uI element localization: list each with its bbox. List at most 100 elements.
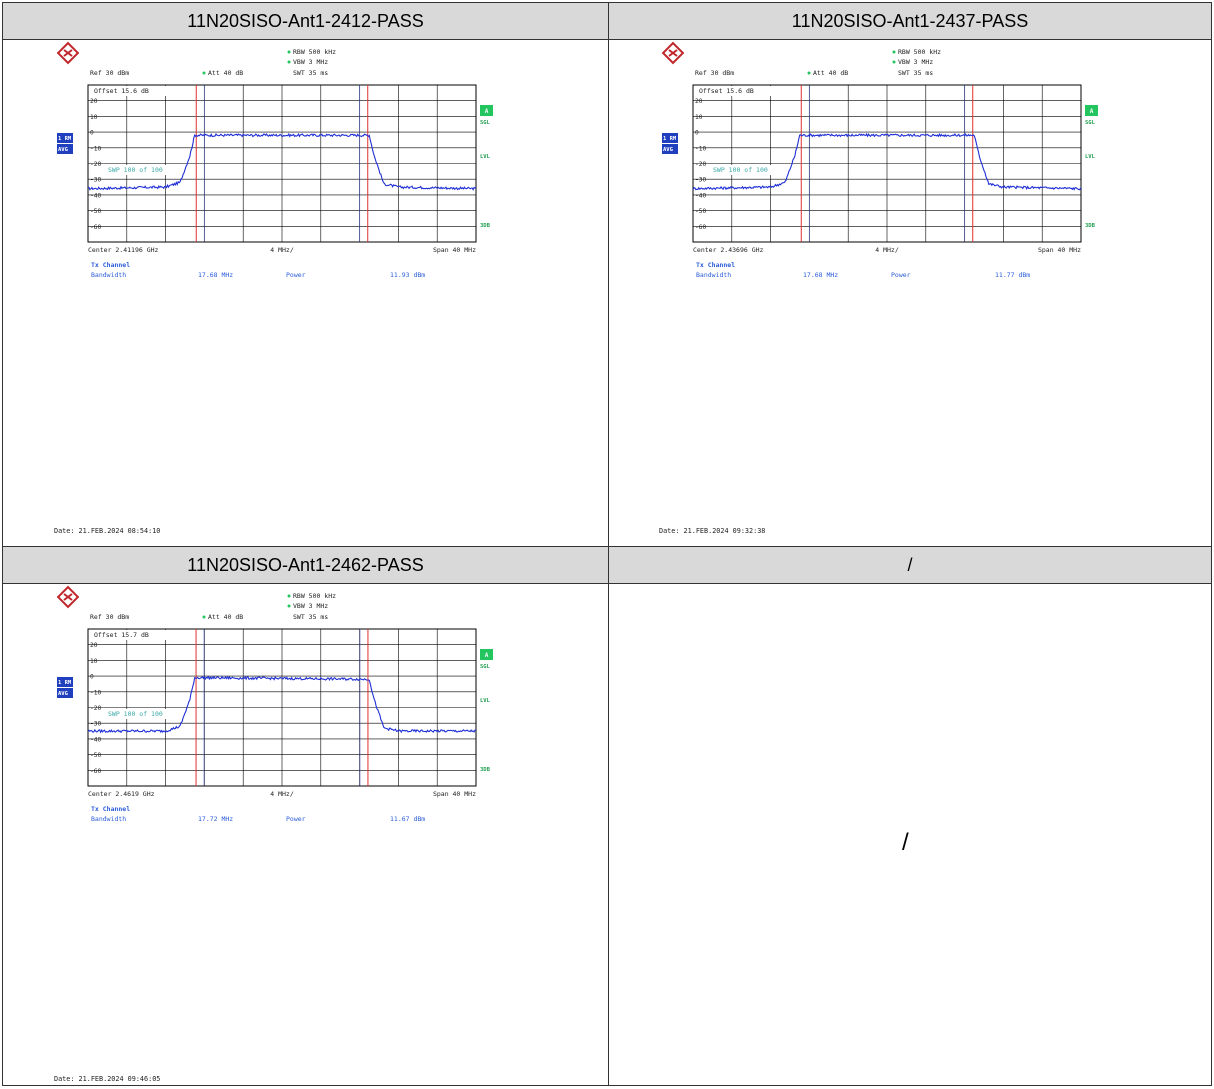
cell-title-2: 11N20SISO-Ant1-2437-PASS: [609, 3, 1211, 40]
y-tick-label: -40: [695, 192, 706, 199]
y-tick-label: 0: [90, 674, 94, 681]
att-dot: [202, 71, 206, 75]
swp-bg: [711, 165, 799, 175]
rbw-dot: [892, 50, 896, 54]
attenuation-label: Att 40 dB: [813, 69, 848, 77]
sgl-label: SGL: [480, 664, 491, 670]
y-tick-label: -10: [90, 689, 101, 696]
power-value: 11.67 dBm: [390, 815, 425, 823]
sweep-count-label: SWP 100 of 100: [108, 166, 163, 174]
bandwidth-label: Bandwidth: [696, 271, 731, 279]
sgl-label: SGL: [480, 120, 491, 126]
column-divider: [608, 3, 609, 1085]
trace-a-label: A: [485, 652, 489, 659]
y-tick-label: -40: [90, 736, 101, 743]
sweep-time-label: SWT 35 ms: [293, 613, 328, 621]
y-tick-label: -10: [695, 145, 706, 152]
offset-bg: [92, 86, 174, 96]
sweep-time-label: SWT 35 ms: [293, 69, 328, 77]
span-label: Span 40 MHz: [433, 790, 476, 798]
y-tick-label: 20: [90, 642, 98, 649]
y-tick-label: -60: [695, 224, 706, 231]
sgl-label: SGL: [1085, 120, 1096, 126]
ref-level-label: Ref 30 dBm: [695, 69, 734, 77]
division-label: 4 MHz/: [875, 246, 899, 254]
rbw-label: RBW 500 kHz: [293, 48, 336, 56]
division-label: 4 MHz/: [270, 790, 294, 798]
detector-avg-label: AVG: [58, 147, 69, 153]
rbw-label: RBW 500 kHz: [898, 48, 941, 56]
spectrum-chart: RBW 500 kHz VBW 3 MHz Ref 30 dBm Att 40 dB S…: [54, 585, 493, 1083]
spectrum-panel-2412: RBW 500 kHz VBW 3 MHz Ref 30 dBm Att 40 dB S…: [8, 41, 604, 544]
cell-title-3: 11N20SISO-Ant1-2462-PASS: [3, 547, 608, 584]
spectrum-chart: RBW 500 kHz VBW 3 MHz Ref 30 dBm Att 40 dB S…: [659, 41, 1098, 535]
attenuation-label: Att 40 dB: [208, 69, 243, 77]
y-tick-label: -60: [90, 768, 101, 775]
rbw-dot: [287, 50, 291, 54]
y-tick-label: -50: [90, 752, 101, 759]
vbw-label: VBW 3 MHz: [293, 58, 328, 66]
bandwidth-value: 17.68 MHz: [198, 271, 233, 279]
vbw-dot: [287, 604, 291, 608]
trace-mode-badge: [57, 133, 73, 143]
rbw-dot: [287, 594, 291, 598]
trace-mode-badge: [662, 133, 678, 143]
date-label: Date: 21.FEB.2024 09:46:05: [54, 1075, 160, 1083]
bandwidth-value: 17.72 MHz: [198, 815, 233, 823]
lvl-label: LVL: [1085, 154, 1096, 160]
tx-channel-label: Tx Channel: [91, 261, 130, 269]
y-tick-label: 20: [695, 98, 703, 105]
cell-title-1: 11N20SISO-Ant1-2412-PASS: [3, 3, 608, 40]
center-frequency-label: Center 2.43696 GHz: [693, 246, 764, 254]
trace-a-label: A: [485, 108, 489, 115]
att-dot: [807, 71, 811, 75]
power-value: 11.77 dBm: [995, 271, 1030, 279]
y-tick-label: -30: [695, 177, 706, 184]
y-tick-label: 10: [90, 114, 98, 121]
detector-badge: [57, 688, 73, 698]
spectrum-panel-2462: RBW 500 kHz VBW 3 MHz Ref 30 dBm Att 40 dB S…: [8, 585, 604, 1085]
bandwidth-label: Bandwidth: [91, 815, 126, 823]
offset-bg: [697, 86, 779, 96]
y-tick-label: -50: [695, 208, 706, 215]
y-tick-label: -30: [90, 177, 101, 184]
rs-logo-icon: [56, 41, 80, 65]
offset-label: Offset 15.6 dB: [94, 87, 149, 95]
vbw-label: VBW 3 MHz: [293, 602, 328, 610]
y-tick-label: -30: [90, 721, 101, 728]
division-label: 4 MHz/: [270, 246, 294, 254]
y-tick-label: -50: [90, 208, 101, 215]
power-label: Power: [891, 271, 911, 279]
power-value: 11.93 dBm: [390, 271, 425, 279]
date-label: Date: 21.FEB.2024 08:54:10: [54, 527, 160, 535]
row-divider: [3, 546, 1211, 547]
3db-label: 3DB: [1085, 223, 1096, 229]
sweep-time-label: SWT 35 ms: [898, 69, 933, 77]
power-label: Power: [286, 815, 306, 823]
sweep-count-label: SWP 100 of 100: [713, 166, 768, 174]
empty-cell-content: /: [902, 829, 909, 856]
sweep-count-label: SWP 100 of 100: [108, 710, 163, 718]
tx-channel-label: Tx Channel: [696, 261, 735, 269]
y-tick-label: -60: [90, 224, 101, 231]
spectrum-trace: [692, 132, 1082, 191]
bandwidth-value: 17.68 MHz: [803, 271, 838, 279]
spectrum-chart: RBW 500 kHz VBW 3 MHz Ref 30 dBm Att 40 dB S…: [54, 41, 493, 535]
ref-level-label: Ref 30 dBm: [90, 613, 129, 621]
y-tick-label: 10: [90, 658, 98, 665]
y-tick-label: -40: [90, 192, 101, 199]
trace-mode-badge: [57, 677, 73, 687]
trace-a-badge: [480, 649, 493, 660]
tx-channel-label: Tx Channel: [91, 805, 130, 813]
swp-bg: [106, 709, 194, 719]
spectrum-trace: [87, 132, 477, 191]
vbw-dot: [892, 60, 896, 64]
y-tick-label: -20: [695, 161, 706, 168]
detector-badge: [662, 144, 678, 154]
y-tick-label: 0: [90, 130, 94, 137]
detector-avg-label: AVG: [663, 147, 674, 153]
offset-label: Offset 15.7 dB: [94, 631, 149, 639]
trace-a-badge: [480, 105, 493, 116]
trace-a-label: A: [1090, 108, 1094, 115]
